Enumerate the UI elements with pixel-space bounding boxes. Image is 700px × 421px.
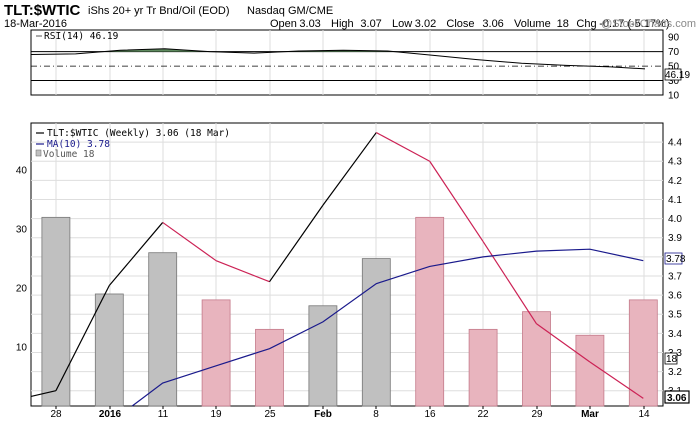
price-segment	[322, 132, 377, 206]
ohlc-stats: Open 3.03 High 3.07 Low 3.02 Close 3.06 Volume 18…	[270, 18, 670, 30]
volume-bars	[41, 216, 658, 407]
volume-value-tag: 18	[666, 354, 678, 365]
stat-label-open: Open	[270, 18, 297, 30]
price-segment	[269, 204, 324, 283]
stat-label-low: Low	[392, 18, 412, 30]
volume-tick-40: 40	[16, 166, 28, 177]
volume-legend: Volume 18	[43, 149, 95, 160]
price-tick-3.7: 3.7	[668, 271, 682, 282]
x-tick-25: 25	[264, 409, 276, 420]
volume-axis: 40 30 20 10	[16, 166, 28, 354]
price-value-tag-box	[664, 390, 690, 404]
price-legend: TLT:$WTIC (Weekly) 3.06 (18 Mar)	[47, 128, 230, 139]
ma-value-tag: 3.78	[666, 254, 686, 265]
stockcharts-logo: @StockCharts.com	[601, 18, 696, 30]
price-panel: 4.44.34.24.14.03.93.83.73.63.53.43.33.23…	[16, 122, 690, 420]
rsi-tick-30: 30	[668, 76, 680, 87]
price-segment	[108, 222, 164, 286]
price-tick-3.5: 3.5	[668, 310, 682, 321]
chart-description: iShs 20+ yr Tr Bnd/Oil (EOD)	[88, 5, 230, 17]
stat-value-low: 3.02	[415, 18, 436, 30]
price-segment	[482, 241, 538, 325]
volume-value-tag-box	[664, 352, 678, 365]
x-tick-Mar: Mar	[581, 409, 599, 420]
price-segment	[30, 390, 57, 398]
stat-value-high: 3.07	[360, 18, 381, 30]
volume-bar	[575, 334, 605, 407]
rsi-tick-50: 50	[668, 62, 680, 73]
price-tick-3.9: 3.9	[668, 233, 682, 244]
volume-bar	[201, 299, 231, 407]
x-tick-11: 11	[158, 409, 169, 420]
price-segment	[589, 361, 644, 399]
rsi-panel: 90 70 50 30 10 46.19 RSI(14) 46.19	[30, 29, 690, 102]
rsi-legend: RSI(14) 46.19	[44, 31, 119, 42]
rsi-line	[30, 48, 646, 70]
volume-bar	[308, 305, 338, 407]
x-tick-29: 29	[531, 409, 543, 420]
price-tick-4.2: 4.2	[668, 176, 682, 187]
price-tick-3.4: 3.4	[668, 329, 682, 340]
volume-bar	[41, 216, 71, 407]
stat-label-volume: Volume	[514, 18, 551, 30]
x-tick-8: 8	[373, 409, 379, 420]
price-tick-3.6: 3.6	[668, 291, 682, 302]
price-frame	[30, 122, 664, 407]
rsi-tick-90: 90	[668, 33, 680, 44]
rsi-frame	[30, 29, 664, 96]
price-segment	[55, 285, 110, 391]
x-tick-2016: 2016	[99, 409, 122, 420]
volume-bar	[522, 311, 551, 407]
price-segment	[215, 260, 270, 283]
x-tick-28: 28	[50, 409, 62, 420]
stat-label-chg: Chg	[576, 18, 596, 30]
price-value-tag: 3.06	[667, 393, 687, 404]
x-tick-19: 19	[210, 409, 222, 420]
price-tick-4.3: 4.3	[668, 157, 682, 168]
ma-legend: MA(10) 3.78	[47, 139, 110, 150]
price-tick-4.1: 4.1	[668, 195, 682, 206]
x-axis: 28 2016 11 19 25 Feb 8 16 22 29 Mar 14	[50, 406, 650, 420]
x-tick-22: 22	[477, 409, 489, 420]
ma-line	[131, 248, 644, 407]
price-lines	[30, 132, 644, 399]
price-segment	[162, 221, 217, 262]
volume-bar	[94, 293, 124, 407]
price-segment	[429, 160, 484, 242]
price-tick-4.4: 4.4	[668, 138, 682, 149]
volume-legend-swatch	[35, 149, 42, 157]
rsi-value-tag: 46.19	[665, 70, 690, 81]
volume-tick-10: 10	[16, 343, 28, 354]
chart-exchange: Nasdaq GM/CME	[247, 5, 333, 17]
price-segment	[376, 132, 430, 162]
x-tick-16: 16	[424, 409, 436, 420]
rsi-tick-70: 70	[668, 47, 680, 58]
volume-bar	[255, 328, 284, 407]
stat-label-high: High	[331, 18, 354, 30]
rsi-axis: 90 70 50 30 10	[668, 33, 680, 102]
x-tick-14: 14	[638, 409, 650, 420]
price-segment	[536, 323, 591, 363]
volume-tick-30: 30	[16, 225, 28, 236]
stat-value-close: 3.06	[482, 18, 503, 30]
price-tick-3.2: 3.2	[668, 367, 682, 378]
rsi-tick-10: 10	[668, 91, 680, 102]
volume-bar	[468, 328, 498, 407]
volume-tick-20: 20	[16, 284, 28, 295]
stat-label-close: Close	[446, 18, 474, 30]
volume-bar	[628, 299, 658, 407]
ma-value-tag-box	[664, 252, 683, 265]
price-tick-4.0: 4.0	[668, 214, 682, 225]
volume-bar	[415, 216, 445, 407]
stat-value-open: 3.03	[299, 18, 320, 30]
stat-value-chg: -0.17 (-5.17%)	[599, 18, 669, 30]
chart-symbol: TLT:$WTIC	[4, 2, 81, 19]
rsi-value-tag-box	[664, 68, 682, 81]
chart-date: 18-Mar-2016	[4, 18, 67, 30]
stat-value-volume: 18	[557, 18, 569, 30]
x-tick-Feb: Feb	[314, 409, 332, 420]
